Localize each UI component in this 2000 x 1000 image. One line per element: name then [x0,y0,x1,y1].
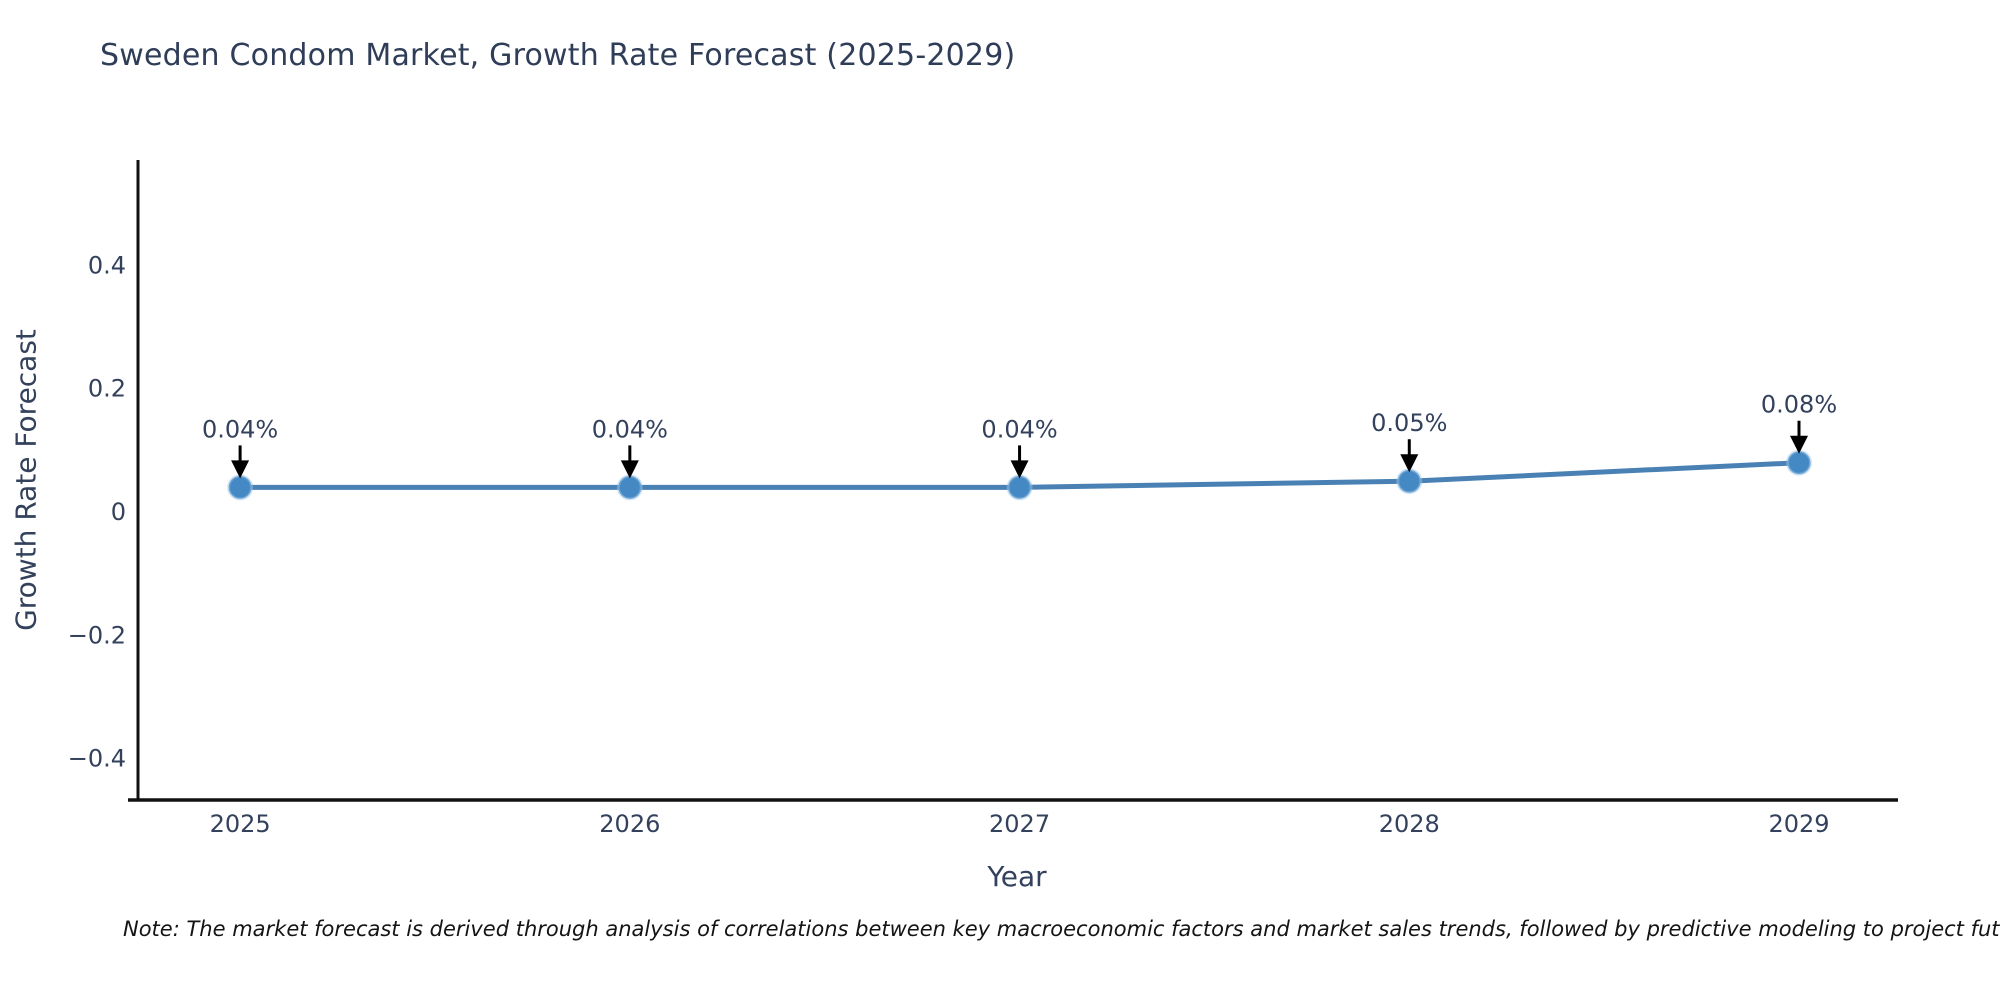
footnote: Note: The market forecast is derived thr… [123,917,2000,941]
point-annotation-label: 0.04% [981,415,1057,443]
x-tick-label: 2026 [599,810,660,838]
point-annotation-label: 0.08% [1761,391,1837,419]
point-annotation-label: 0.04% [202,415,278,443]
y-tick-label: 0 [111,498,126,526]
annotation-arrow-head-icon [1010,460,1029,479]
x-tick-label: 2029 [1768,810,1829,838]
y-tick-label: −0.2 [68,621,126,649]
point-annotation-label: 0.04% [592,415,668,443]
annotation-arrow-head-icon [231,460,250,479]
data-point-marker [1786,449,1813,476]
y-tick-label: −0.4 [68,745,126,773]
y-axis-title: Growth Rate Forecast [9,329,43,631]
y-tick-label: 0.4 [88,251,126,279]
annotation-arrow-head-icon [1400,454,1419,473]
data-point-marker [1006,474,1033,501]
annotation-arrow-head-icon [1790,435,1809,454]
data-point-marker [227,474,254,501]
chart-title: Sweden Condom Market, Growth Rate Foreca… [100,38,1016,73]
point-annotation-label: 0.05% [1371,409,1447,437]
annotation-arrow-head-icon [620,460,639,479]
data-point-marker [616,474,643,501]
x-tick-label: 2028 [1379,810,1440,838]
x-tick-label: 2025 [210,810,271,838]
x-axis-title: Year [987,860,1047,893]
x-tick-label: 2027 [989,810,1050,838]
data-point-marker [1396,468,1423,495]
y-tick-label: 0.2 [88,375,126,403]
